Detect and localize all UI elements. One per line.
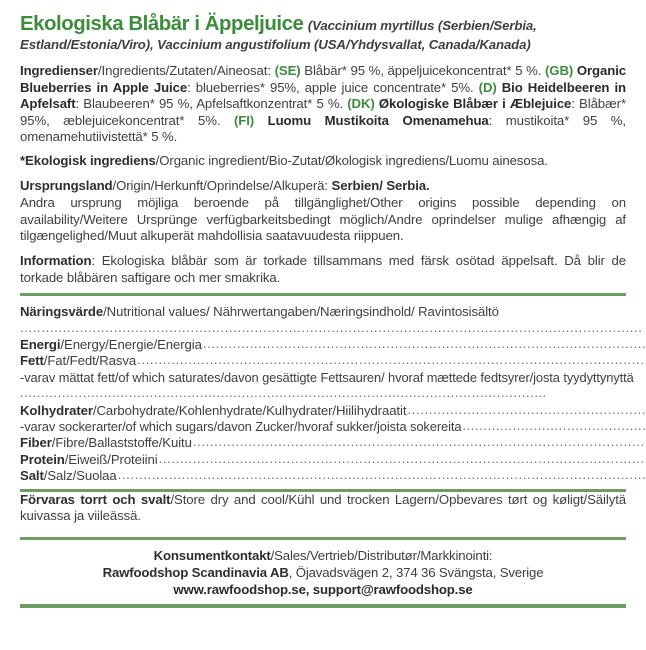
origin-availability-note: Andra ursprung möjliga beroende på tillg…	[20, 195, 626, 244]
divider-above-nutrition	[20, 293, 626, 297]
leader-dots: ........................................…	[117, 468, 646, 483]
page-title: Ekologiska Blåbär i Äppeljuice	[20, 13, 304, 35]
nutrition-header-rest: /Nutritional values/ Nährwertangaben/Nær…	[103, 304, 499, 320]
divider-below-nutrition	[20, 488, 626, 492]
nutrition-row-rest: /Salz/Suolaa	[43, 468, 117, 484]
ingredients-text-fi: : mustikoita* 95 %, omenamehutiivistettä…	[20, 112, 626, 145]
origin-heading-translations: /Origin/Herkunft/Oprindelse/Alkuperä:	[112, 177, 332, 193]
divider-above-contact	[20, 536, 626, 540]
ingredients-heading-translations: /Ingredients/Zutaten/Aineosat:	[97, 63, 275, 78]
nutrition-header-bold: Näringsvärde	[20, 304, 104, 320]
leader-dots: ........................................…	[20, 385, 547, 401]
nutrition-row-label: Salt/Salz/Suolaa........................…	[20, 468, 646, 484]
leader-dots: ........................................…	[137, 353, 646, 368]
country-code-gb: (GB)	[545, 63, 574, 78]
country-code-se: (SE)	[274, 63, 301, 78]
ingredients-name-d: Bio Heidelbeeren in Apfelsaft	[20, 79, 626, 112]
nutrition-row-sugars: -varav sockerarter/of which sugars/davon…	[20, 418, 646, 435]
contact-line-3: www.rawfoodshop.se, support@rawfoodshop.…	[173, 581, 473, 597]
nutrition-row-fibre: Fiber/Fibre/Ballaststoffe/Kuitu.........…	[20, 435, 646, 451]
nutrition-row-bold: Fett	[20, 353, 44, 369]
storage-rest: /Store dry and cool/Kühl und trocken Lag…	[20, 491, 626, 524]
leader-dots: ........................................…	[20, 319, 643, 335]
nutrition-row-rest: /Carbohydrate/Kohlenhydrate/Kulhydrater/…	[92, 402, 407, 418]
storage-bold: Förvaras torrt och svalt	[20, 491, 171, 507]
nutrition-row-rest: /Eiweiß/Proteiini	[64, 451, 158, 467]
information-paragraph: Information: Ekologiska blåbär som är to…	[20, 253, 626, 286]
leader-dots: ........................................…	[202, 336, 646, 351]
country-code-dk: (DK)	[347, 96, 375, 112]
ingredients-text-gb: : blueberries* 95%, apple juice concentr…	[187, 79, 479, 95]
nutrition-row-energy: Energi/Energy/Energie/Energia...........…	[20, 336, 646, 353]
nutrition-row-label: Kolhydrater/Carbohydrate/Kohlenhydrate/K…	[20, 402, 646, 419]
ingredients-text-se: Blåbär* 95 %, äppeljuicekoncentrat* 5 %.	[300, 63, 545, 78]
ingredients-name-gb: Organic Blueberries in Apple Juice	[20, 63, 626, 95]
storage-instructions: Förvaras torrt och svalt/Store dry and c…	[20, 492, 626, 525]
leader-dots: ........................................…	[158, 451, 646, 466]
ingredients-text-d: : Blaubeeren* 95 %, Apfelsaftkonzentrat*…	[75, 96, 348, 112]
nutrition-row-bold: Fiber	[20, 435, 52, 451]
organic-note-rest: /Organic ingredient/Bio-Zutat/Økologisk …	[155, 152, 548, 168]
nutrition-row-saturates: -varav mättat fett/of which saturates/da…	[20, 370, 646, 403]
contact-heading: Konsumentkontakt	[153, 547, 271, 563]
country-code-d: (D)	[478, 79, 497, 95]
ingredients-name-dk: Økologiske Blåbær i Æblejuice	[378, 96, 572, 112]
contact-line-1: Konsumentkontakt/Sales/Vertrieb/Distribu…	[20, 547, 626, 564]
consumer-contact-block: Konsumentkontakt/Sales/Vertrieb/Distribu…	[20, 547, 626, 598]
nutrition-row-label: -varav mättat fett/of which saturates/da…	[20, 370, 646, 403]
nutrition-row-label: -varav sockerarter/of which sugars/davon…	[20, 418, 646, 435]
nutrition-header-row: Näringsvärde/Nutritional values/ Nährwer…	[20, 304, 646, 337]
nutrition-row-rest: /Fibre/Ballaststoffe/Kuitu	[51, 435, 192, 451]
nutrition-row-rest: /Energy/Energie/Energia	[60, 336, 202, 352]
ingredients-heading: Ingredienser	[20, 63, 98, 78]
leader-dots: ........................................…	[462, 418, 646, 433]
nutrition-row-rest: -varav sockerarter/of which sugars/davon…	[20, 418, 462, 434]
nutrition-row-bold: Salt	[20, 468, 44, 484]
company-name: Rawfoodshop Scandinavia AB	[102, 564, 289, 580]
nutrition-row-label: Protein/Eiweiß/Proteiini................…	[20, 451, 646, 468]
nutrition-row-bold: Kolhydrater	[20, 402, 93, 418]
nutrition-row-bold: Energi	[20, 336, 61, 352]
nutrition-row-protein: Protein/Eiweiß/Proteiini................…	[20, 451, 646, 468]
nutrition-row-fat: Fett/Fat/Fedt/Rasva.....................…	[20, 353, 646, 369]
leader-dots: ........................................…	[407, 402, 646, 417]
ingredients-paragraph: Ingredienser/Ingredients/Zutaten/Aineosa…	[20, 63, 626, 146]
leader-dots: ........................................…	[192, 435, 646, 450]
nutrition-row-bold: Protein	[20, 451, 65, 467]
information-heading: Information	[20, 252, 92, 268]
ingredients-name-fi: Luomu Mustikoita Omenamehua	[267, 112, 489, 128]
nutrition-table: Näringsvärde/Nutritional values/ Nährwer…	[20, 304, 646, 484]
nutrition-row-carbohydrate: Kolhydrater/Carbohydrate/Kohlenhydrate/K…	[20, 402, 646, 419]
nutrition-header-label: Näringsvärde/Nutritional values/ Nährwer…	[20, 304, 646, 337]
origin-line: Ursprungsland/Origin/Herkunft/Oprindelse…	[20, 178, 626, 195]
latin-species-names: (Vaccinium myrtillus (Serbien/Serbia, Es…	[20, 18, 537, 52]
organic-ingredient-note: *Ekologisk ingrediens/Organic ingredient…	[20, 153, 626, 170]
origin-heading: Ursprungsland	[20, 177, 113, 193]
nutrition-row-label: Fiber/Fibre/Ballaststoffe/Kuitu.........…	[20, 435, 646, 451]
nutrition-row-rest: /Fat/Fedt/Rasva	[43, 353, 137, 369]
nutrition-row-label: Fett/Fat/Fedt/Rasva.....................…	[20, 353, 646, 369]
contact-line-2: Rawfoodshop Scandinavia AB, Öjavadsvägen…	[20, 564, 626, 581]
country-code-fi: (FI)	[233, 112, 255, 128]
divider-bottom	[20, 603, 626, 608]
title-block: Ekologiska Blåbär i Äppeljuice (Vacciniu…	[20, 13, 626, 54]
nutrition-row-salt: Salt/Salz/Suolaa........................…	[20, 468, 646, 484]
ingredients-text-dk: : Blåbær* 95%, æblejuicekoncentrat* 5%.	[20, 96, 626, 128]
contact-heading-translations: /Sales/Vertrieb/Distributør/Markkinointi…	[270, 547, 493, 563]
nutrition-row-label: Energi/Energy/Energie/Energia...........…	[20, 336, 646, 353]
company-address: , Öjavadsvägen 2, 374 36 Svängsta, Sveri…	[288, 564, 544, 580]
nutrition-row-rest: -varav mättat fett/of which saturates/da…	[20, 369, 634, 385]
organic-note-bold: *Ekologisk ingrediens	[20, 152, 156, 168]
origin-value: Serbien/ Serbia.	[331, 177, 430, 193]
information-text: : Ekologiska blåbär som är torkade tills…	[20, 252, 626, 285]
